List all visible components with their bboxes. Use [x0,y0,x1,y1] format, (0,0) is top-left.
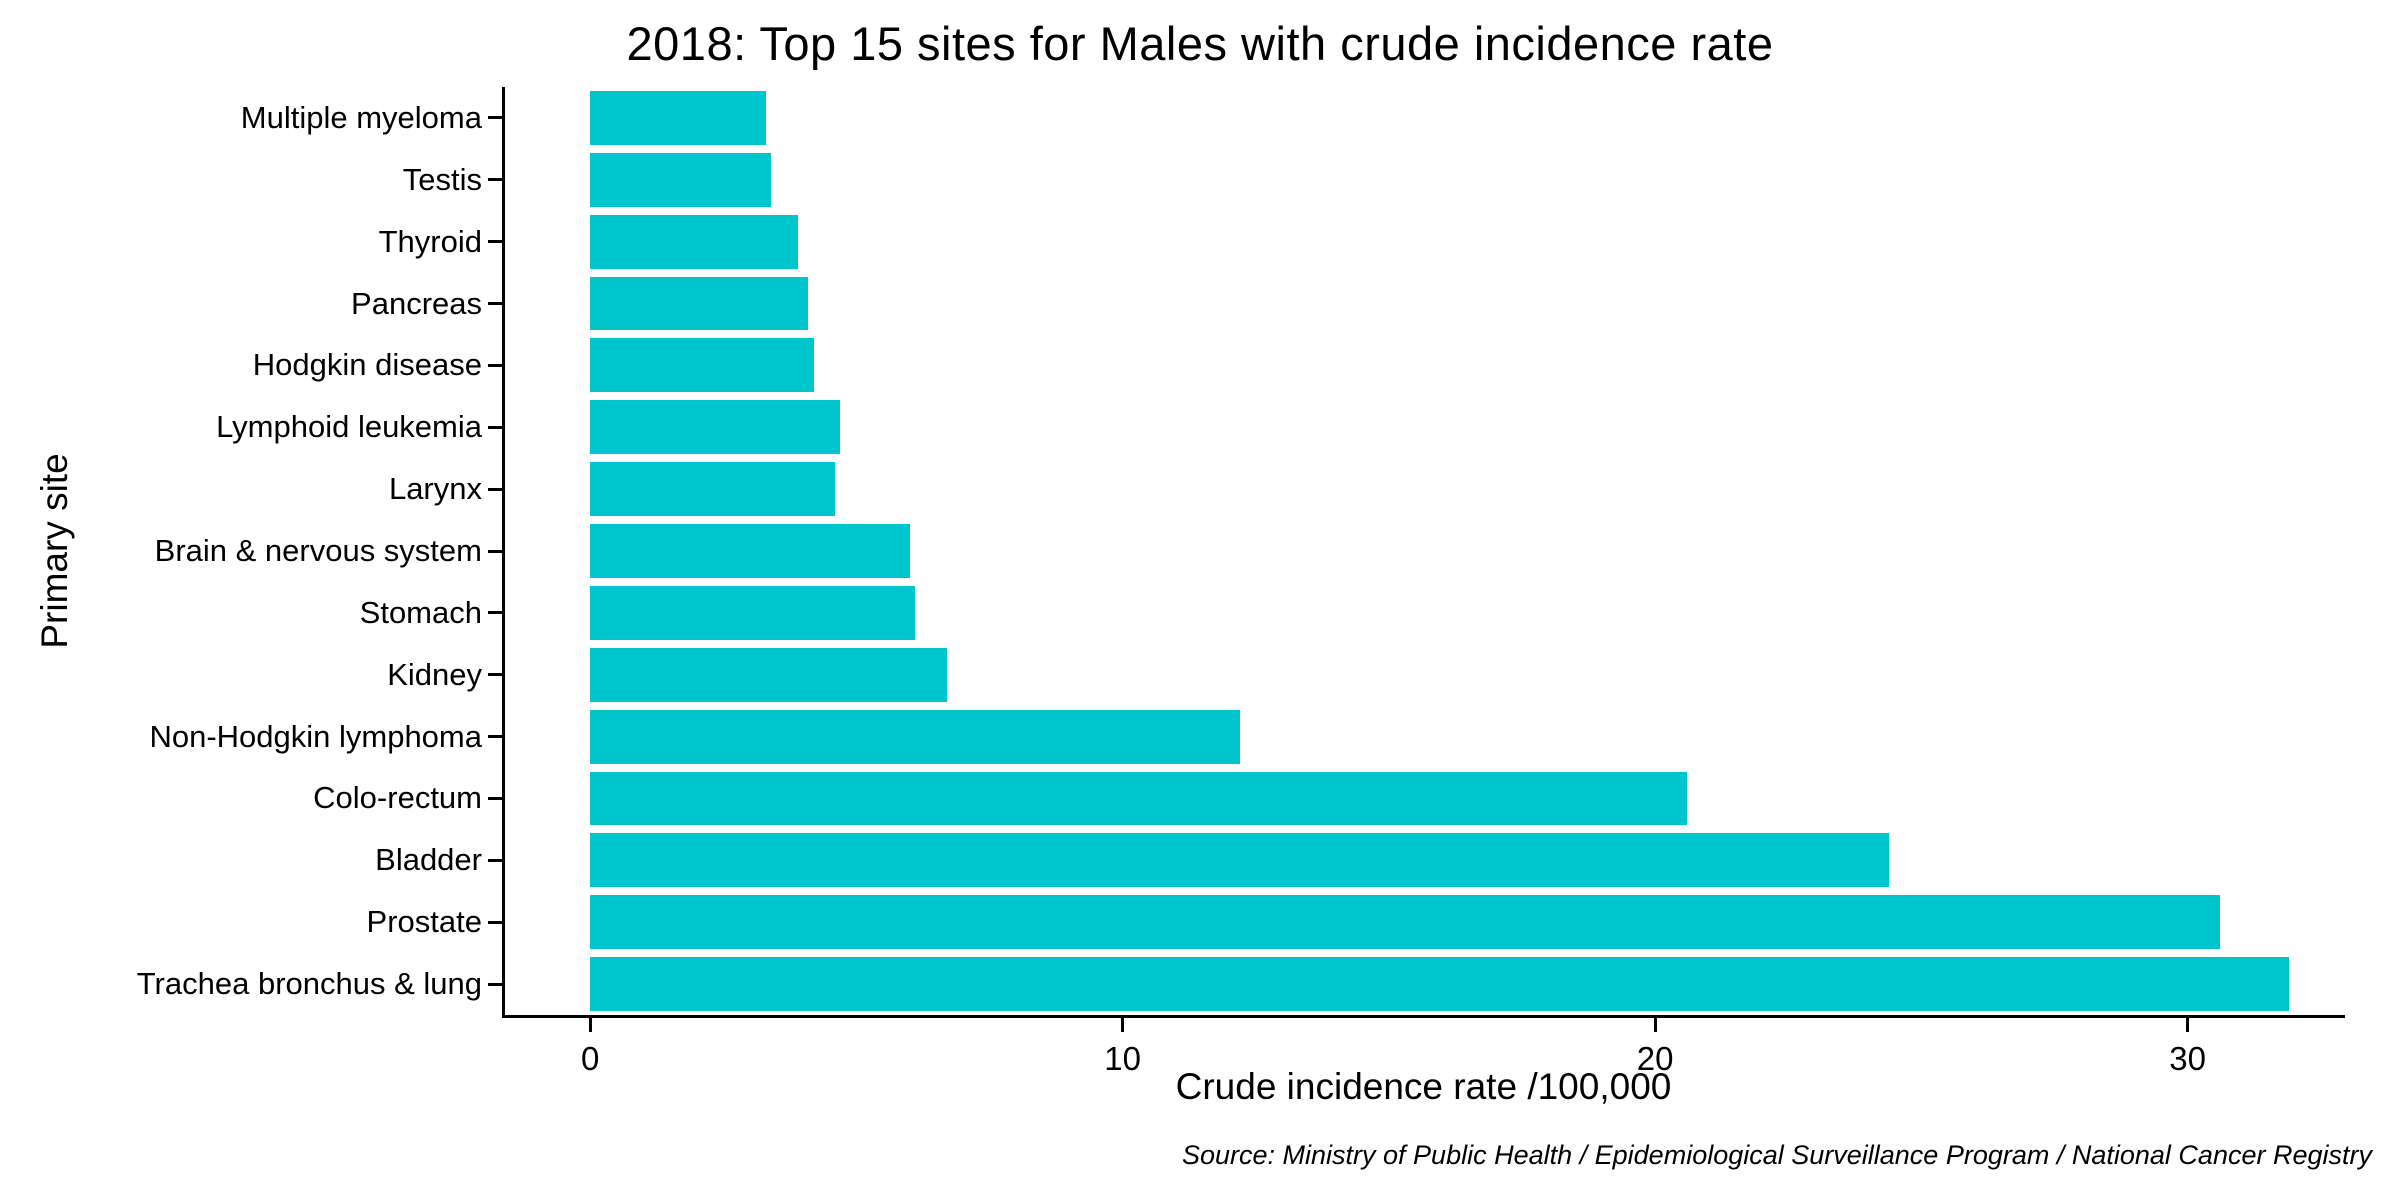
bar [590,338,814,393]
y-tick-label: Prostate [366,904,482,940]
bar [590,585,915,640]
y-tick-label: Trachea bronchus & lung [136,966,482,1002]
bar [590,833,1890,888]
y-tick-mark [488,735,502,739]
plot-panel [505,87,2342,1015]
y-tick-mark [488,425,502,429]
y-tick-label: Pancreas [351,285,482,321]
x-tick-label: 0 [581,1040,600,1077]
bar [590,214,798,269]
y-tick-mark [488,178,502,182]
y-axis-line [502,87,505,1018]
bar [590,895,2220,950]
source-note: Source: Ministry of Public Health / Epid… [1181,1140,2372,1170]
bar [590,152,772,207]
chart-title: 2018: Top 15 sites for Males with crude … [626,17,1774,70]
x-tick-label: 20 [1636,1040,1674,1077]
y-tick-label: Bladder [375,842,482,878]
y-tick-mark [488,920,502,924]
y-tick-mark [488,302,502,306]
bar [590,771,1688,826]
y-tick-mark [488,611,502,615]
x-tick-label: 30 [2169,1040,2206,1077]
bar [590,709,1240,764]
x-tick-mark [588,1018,592,1032]
y-tick-label: Hodgkin disease [252,347,482,383]
y-tick-label: Thyroid [378,223,482,259]
y-tick-mark [488,363,502,367]
y-tick-label: Testis [402,161,482,197]
x-tick-mark [2186,1018,2190,1032]
bar [590,462,836,517]
y-tick-mark [488,116,502,120]
bar [590,91,766,145]
y-tick-mark [488,858,502,862]
y-tick-label: Multiple myeloma [240,99,482,135]
y-tick-label: Lymphoid leukemia [216,409,482,445]
bar [590,276,809,331]
y-tick-label: Kidney [387,656,482,692]
y-tick-mark [488,673,502,677]
y-tick-label: Brain & nervous system [154,533,482,568]
y-tick-mark [488,796,502,800]
bar [590,957,2289,1011]
y-tick-label: Colo-rectum [313,780,482,816]
y-tick-mark [488,982,502,986]
x-tick-label: 10 [1104,1040,1142,1077]
x-axis-line [502,1015,2345,1018]
x-tick-mark [1121,1018,1125,1032]
y-tick-mark [488,549,502,553]
bar [590,524,910,578]
bar [590,647,947,702]
y-tick-label: Larynx [388,471,482,507]
bar [590,400,841,455]
y-tick-label: Stomach [359,594,482,630]
y-tick-mark [488,487,502,491]
y-tick-label: Non-Hodgkin lymphoma [149,718,482,754]
x-tick-mark [1653,1018,1657,1032]
x-axis-title: Crude incidence rate /100,000 [1175,1066,1672,1107]
y-tick-mark [488,240,502,244]
